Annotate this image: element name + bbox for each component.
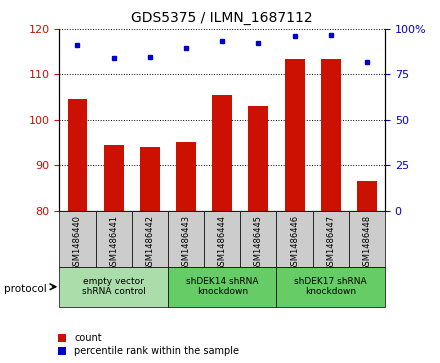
Bar <box>240 211 276 267</box>
Bar <box>349 211 385 267</box>
Bar <box>59 211 95 267</box>
Bar <box>321 58 341 211</box>
Text: protocol: protocol <box>4 284 47 294</box>
Bar <box>249 106 268 211</box>
Bar <box>132 211 168 267</box>
Text: GSM1486442: GSM1486442 <box>145 215 154 271</box>
Text: GSM1486447: GSM1486447 <box>326 215 335 271</box>
Bar <box>95 211 132 267</box>
Bar <box>204 211 240 267</box>
Title: GDS5375 / ILMN_1687112: GDS5375 / ILMN_1687112 <box>132 11 313 25</box>
Bar <box>285 58 304 211</box>
Text: GSM1486441: GSM1486441 <box>109 215 118 271</box>
Legend: count, percentile rank within the sample: count, percentile rank within the sample <box>58 333 239 356</box>
Bar <box>176 142 196 211</box>
Text: GSM1486440: GSM1486440 <box>73 215 82 271</box>
Text: GSM1486444: GSM1486444 <box>218 215 227 271</box>
Text: GSM1486445: GSM1486445 <box>254 215 263 271</box>
Bar <box>140 147 160 211</box>
Bar <box>212 95 232 211</box>
Bar <box>59 267 168 307</box>
Text: GSM1486443: GSM1486443 <box>182 215 191 271</box>
Bar <box>104 145 124 211</box>
Bar <box>168 211 204 267</box>
Bar <box>313 211 349 267</box>
Bar <box>276 267 385 307</box>
Bar <box>168 267 276 307</box>
Bar <box>276 211 313 267</box>
Text: empty vector
shRNA control: empty vector shRNA control <box>82 277 146 297</box>
Text: GSM1486446: GSM1486446 <box>290 215 299 271</box>
Text: shDEK17 shRNA
knockdown: shDEK17 shRNA knockdown <box>294 277 367 297</box>
Text: GSM1486448: GSM1486448 <box>363 215 371 271</box>
Bar <box>357 181 377 211</box>
Bar <box>68 99 88 211</box>
Text: shDEK14 shRNA
knockdown: shDEK14 shRNA knockdown <box>186 277 258 297</box>
